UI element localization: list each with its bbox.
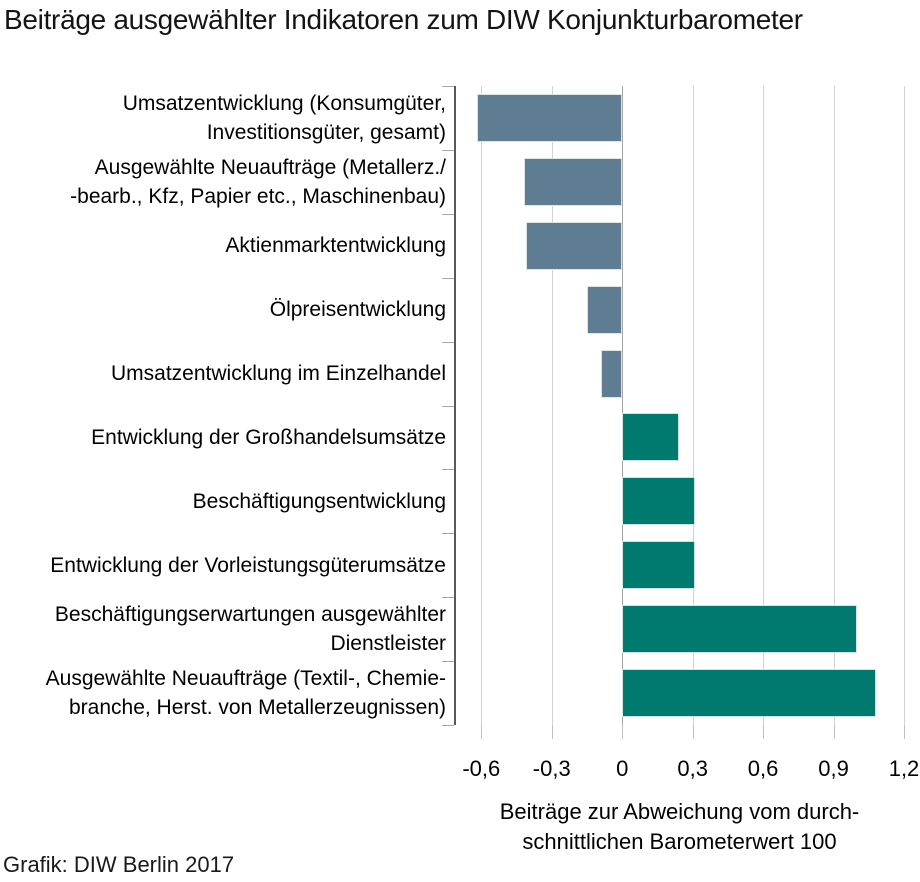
category-label-text: Beschäftigungserwartungen ausgewählter Di… (54, 603, 446, 656)
category-axis-tick (442, 661, 454, 663)
category-label-text: Umsatzentwicklung im Einzelhandel (111, 362, 446, 386)
gridline (551, 86, 553, 725)
bar-5 (601, 349, 623, 398)
x-axis-tick (481, 725, 483, 739)
x-axis-tick-label: 0 (616, 756, 629, 781)
category-axis-tick (442, 597, 454, 599)
x-axis-tick-label: 0,3 (677, 756, 708, 781)
category-axis-tick (442, 341, 454, 343)
category-label-6: Entwicklung der Großhandelsumsätze (0, 406, 446, 470)
x-axis-tick (763, 725, 765, 739)
bar-4 (586, 285, 623, 334)
zero-gridline (622, 86, 624, 725)
category-label-text: Entwicklung der Vorleistungsgüterumsätze (50, 553, 446, 577)
x-axis-title-line1: Beiträge zur Abweichung vom durch- (499, 799, 860, 824)
bar-7 (622, 477, 695, 526)
x-axis-tick (692, 725, 694, 739)
bar-2 (523, 157, 623, 206)
bar-1 (476, 93, 623, 142)
category-label-4: Ölpreisentwicklung (0, 278, 446, 342)
x-axis-tick-label: -0,3 (532, 756, 571, 781)
category-axis-tick (442, 277, 454, 279)
category-label-8: Entwicklung der Vorleistungsgüterumsätze (0, 533, 446, 597)
source-credit: Grafik: DIW Berlin 2017 (3, 852, 235, 877)
x-axis-tick (551, 725, 553, 739)
category-label-1: Umsatzentwicklung (Konsumgüter, Investiti… (0, 86, 446, 150)
gridline (833, 86, 835, 725)
category-label-text: Ausgewählte Neuaufträge (Metallerz./-bea… (70, 155, 446, 208)
category-axis-tick (442, 149, 454, 151)
x-axis-tick (833, 725, 835, 739)
category-axis-tick (442, 725, 454, 726)
x-axis-tick (622, 725, 624, 739)
x-axis-tick-label: 0,6 (747, 756, 779, 781)
category-label-text: Umsatzentwicklung (Konsumgüter, Investiti… (122, 91, 446, 144)
gridline (692, 86, 694, 725)
category-label-text: Entwicklung der Großhandelsumsätze (91, 425, 446, 449)
chart-title: Beiträge ausgewählter Indikatoren zum DI… (4, 4, 803, 35)
bar-6 (622, 413, 679, 462)
category-label-text: Beschäftigungsentwicklung (192, 489, 446, 513)
bar-10 (622, 669, 876, 718)
x-axis-title: Beiträge zur Abweichung vom durch- schni… (455, 797, 904, 857)
category-label-2: Ausgewählte Neuaufträge (Metallerz./-bea… (0, 150, 446, 214)
category-axis-tick (442, 469, 454, 471)
category-label-text: Ölpreisentwicklung (269, 298, 446, 322)
category-label-text: Ausgewählte Neuaufträge (Textil-, Chemie… (45, 667, 446, 720)
category-label-10: Ausgewählte Neuaufträge (Textil-, Chemie… (0, 661, 446, 725)
x-axis-tick-label: 0,9 (818, 756, 849, 781)
x-axis-tick (904, 725, 905, 739)
gridline (481, 86, 483, 725)
bar-8 (622, 541, 695, 590)
category-label-text: Aktienmarktentwicklung (225, 234, 446, 258)
x-axis-tick-label: -0,6 (462, 756, 501, 781)
gridline (904, 86, 905, 725)
category-axis-tick (442, 213, 454, 215)
category-axis-tick (442, 533, 454, 535)
category-label-5: Umsatzentwicklung im Einzelhandel (0, 342, 446, 406)
category-label-7: Beschäftigungsentwicklung (0, 469, 446, 533)
category-label-3: Aktienmarktentwicklung (0, 214, 446, 278)
category-axis-tick (442, 86, 454, 87)
x-axis-tick-label: 1,2 (888, 756, 920, 781)
bar-9 (622, 605, 858, 654)
category-axis-line (454, 86, 456, 725)
x-axis-title-line2: schnittlichen Barometerwert 100 (522, 829, 837, 854)
gridline (763, 86, 765, 725)
bar-3 (525, 221, 623, 270)
category-axis-tick (442, 405, 454, 407)
category-label-9: Beschäftigungserwartungen ausgewählter Di… (0, 597, 446, 661)
